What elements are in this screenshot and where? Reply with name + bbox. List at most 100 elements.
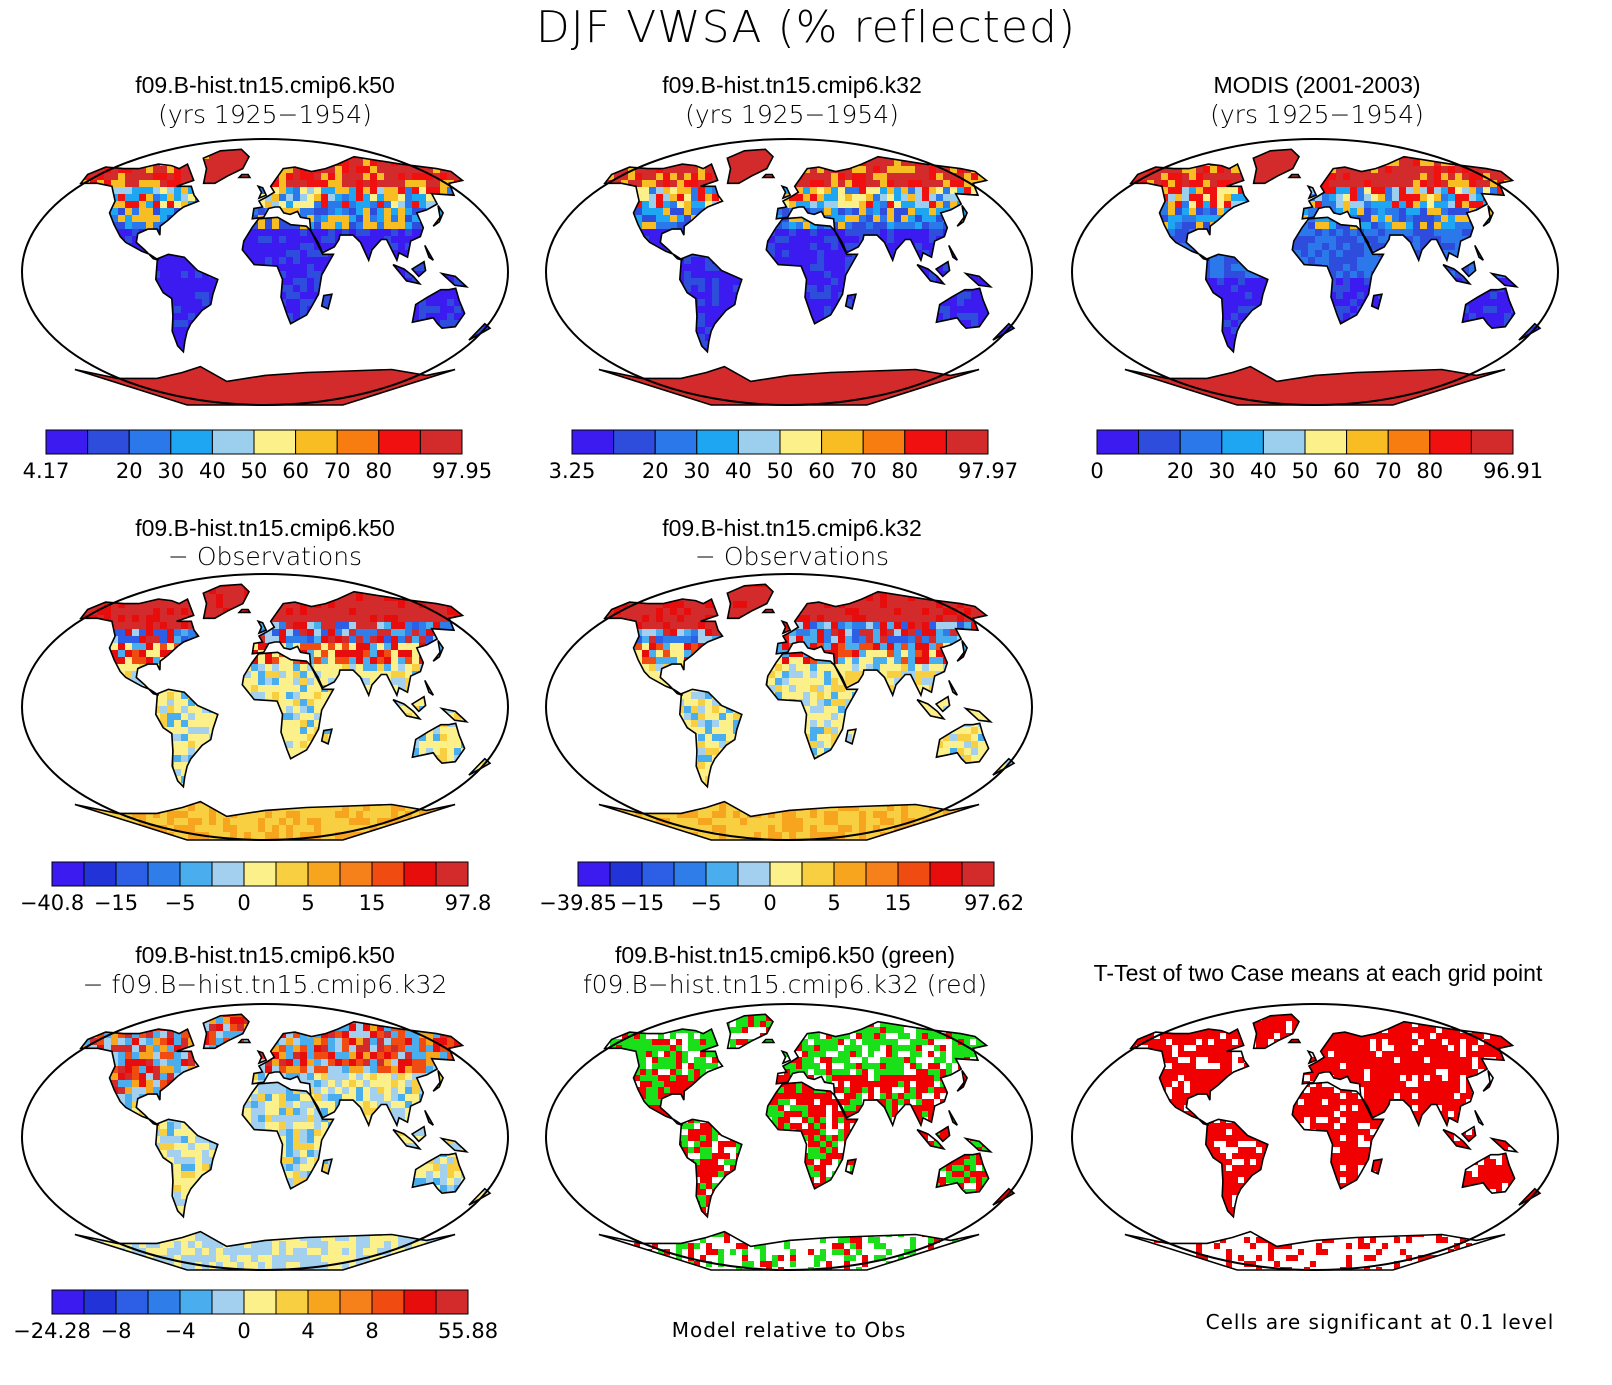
colorbar-swatch xyxy=(211,429,255,455)
colorbar-tick-label: 8 xyxy=(365,1319,378,1343)
panel7-map xyxy=(21,1003,509,1271)
colorbar-tick-label: 40 xyxy=(1250,459,1277,483)
colorbar-swatch xyxy=(1179,429,1223,455)
colorbar-swatch xyxy=(83,1289,117,1315)
panel4-colorbar: −40.8 −15 −5 0 5 15 97.8 xyxy=(20,861,491,915)
colorbar-tick-label: 4 xyxy=(301,1319,314,1343)
colorbar-swatch xyxy=(378,429,421,455)
colorbar-swatch xyxy=(577,861,611,887)
colorbar-swatch xyxy=(275,1289,309,1315)
colorbar-swatch xyxy=(833,861,867,887)
colorbar-tick-label: 97.97 xyxy=(958,459,1018,483)
colorbar-tick-label: 15 xyxy=(359,891,386,915)
colorbar-tick-label: 70 xyxy=(324,459,351,483)
panel4-subtitle: − Observations xyxy=(0,542,535,571)
colorbar-swatch xyxy=(1221,429,1264,455)
colorbar-tick-label: 70 xyxy=(850,459,877,483)
panel2-title: f09.B-hist.tn15.cmip6.k32 xyxy=(522,72,1062,99)
colorbar-swatch xyxy=(253,429,297,455)
colorbar-swatch xyxy=(339,861,373,887)
colorbar-tick-label: −15 xyxy=(620,891,664,915)
colorbar-tick-label: 97.62 xyxy=(964,891,1024,915)
map-border xyxy=(1071,1003,1559,1271)
colorbar-tick-label: −5 xyxy=(691,891,722,915)
colorbar-swatch xyxy=(1429,429,1472,455)
colorbar-swatch xyxy=(609,861,643,887)
colorbar-swatch xyxy=(115,1289,149,1315)
colorbar-tick-label: 20 xyxy=(1167,459,1194,483)
map-border xyxy=(21,1003,509,1271)
colorbar-swatch xyxy=(295,429,338,455)
colorbar-swatch xyxy=(115,861,149,887)
colorbar-swatch xyxy=(435,861,469,887)
coastlines xyxy=(74,1013,492,1271)
colorbar-swatch xyxy=(339,1289,373,1315)
colorbar-tick-label: −8 xyxy=(101,1319,132,1343)
colorbar-swatch xyxy=(307,1289,341,1315)
coastlines xyxy=(74,583,492,841)
map-border xyxy=(545,138,1033,406)
colorbar-swatch xyxy=(147,861,181,887)
colorbar-tick-label: 50 xyxy=(1292,459,1319,483)
map-border xyxy=(21,573,509,841)
map-border xyxy=(545,1003,1033,1271)
colorbar-swatch xyxy=(147,1289,181,1315)
colorbar-tick-label: 0 xyxy=(237,891,250,915)
coastlines xyxy=(1124,1013,1542,1271)
colorbar-tick-label: −40.8 xyxy=(20,891,84,915)
colorbar-tick-label: 5 xyxy=(827,891,840,915)
colorbar-swatch xyxy=(179,1289,213,1315)
colorbar-tick-label: 60 xyxy=(1333,459,1360,483)
panel2-subtitle: (yrs 1925−1954) xyxy=(522,100,1062,129)
map-border xyxy=(1071,138,1559,406)
colorbar-swatch xyxy=(435,1289,469,1315)
colorbar-swatch xyxy=(1387,429,1431,455)
colorbar-swatch xyxy=(51,1289,85,1315)
colorbar-tick-label: 80 xyxy=(365,459,392,483)
colorbar-tick-label: 96.91 xyxy=(1483,459,1543,483)
panel2-map xyxy=(545,138,1033,406)
colorbar-swatch xyxy=(83,861,117,887)
colorbar-tick-label: 0 xyxy=(1090,459,1103,483)
panel9-title: T-Test of two Case means at each grid po… xyxy=(1038,960,1598,987)
panel3-colorbar: 0 20 30 40 50 60 70 80 96.91 xyxy=(1090,429,1543,483)
map-border xyxy=(545,573,1033,841)
colorbar-tick-label: 5 xyxy=(301,891,314,915)
colorbar-swatch xyxy=(654,429,698,455)
panel1-title: f09.B-hist.tn15.cmip6.k50 xyxy=(0,72,535,99)
colorbar-swatch xyxy=(705,861,739,887)
panel9-note: Cells are significant at 0.1 level xyxy=(1170,1310,1590,1334)
colorbar-swatch xyxy=(211,861,245,887)
colorbar-swatch xyxy=(243,861,277,887)
panel4-title: f09.B-hist.tn15.cmip6.k50 xyxy=(0,515,535,542)
colorbar-swatch xyxy=(128,429,172,455)
colorbar-tick-label: 15 xyxy=(885,891,912,915)
panel5-subtitle: − Observations xyxy=(522,542,1062,571)
colorbar-swatch xyxy=(1346,429,1389,455)
colorbar-tick-label: −4 xyxy=(165,1319,196,1343)
coastlines xyxy=(74,148,492,406)
colorbar-swatch xyxy=(801,861,835,887)
colorbar-swatch xyxy=(897,861,931,887)
colorbar-swatch xyxy=(170,429,213,455)
colorbar-swatch xyxy=(179,861,213,887)
colorbar-swatch xyxy=(904,429,947,455)
colorbar-tick-label: 97.8 xyxy=(445,891,492,915)
colorbar-tick-label: 20 xyxy=(642,459,669,483)
colorbar-swatch xyxy=(87,429,130,455)
colorbar-swatch xyxy=(1304,429,1348,455)
coastlines xyxy=(598,1013,1016,1271)
panel8-subtitle: f09.B−hist.tn15.cmip6.k32 (red) xyxy=(515,970,1055,999)
colorbar-tick-label: 30 xyxy=(1208,459,1235,483)
colorbar-swatch xyxy=(737,861,771,887)
colorbar-tick-label: 0 xyxy=(237,1319,250,1343)
colorbar-tick-label: 0 xyxy=(763,891,776,915)
colorbar-swatch xyxy=(865,861,899,887)
colorbar-swatch xyxy=(371,861,405,887)
colorbar-tick-label: 30 xyxy=(683,459,710,483)
panel7-title: f09.B-hist.tn15.cmip6.k50 xyxy=(0,942,535,969)
colorbar-swatch xyxy=(613,429,656,455)
panel7-colorbar: −24.28 −8 −4 0 4 8 55.88 xyxy=(13,1289,498,1343)
panel5-colorbar: −39.85 −15 −5 0 5 15 97.62 xyxy=(539,861,1024,915)
colorbar-swatch xyxy=(51,861,85,887)
